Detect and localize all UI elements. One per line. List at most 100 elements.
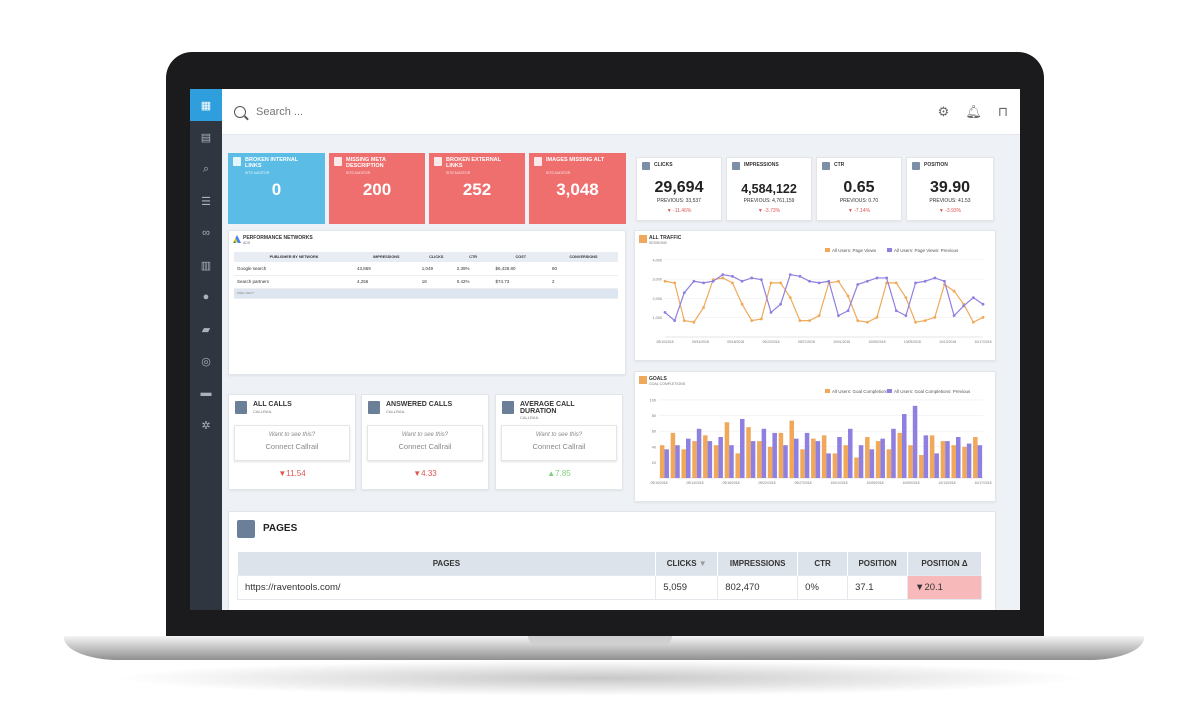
cell: 18: [418, 275, 454, 289]
search-icon[interactable]: [234, 105, 246, 118]
metric-position[interactable]: POSITION 39.90 PREVIOUS: 41.53 ▼ -3.93%: [906, 157, 994, 221]
tile-broken-external-links[interactable]: BROKEN EXTERNAL LINKS SITE AUDITOR 252: [429, 153, 525, 224]
column-header-clicks[interactable]: CLICKS ▼: [655, 552, 719, 575]
x-tick-label: 09/14/2018: [692, 340, 709, 344]
x-tick-label: 09/22/2018: [763, 340, 780, 344]
data-point: [673, 319, 677, 322]
bell-icon[interactable]: 🔔︎: [965, 103, 982, 119]
search-input[interactable]: [256, 105, 556, 118]
legend-swatch: [825, 389, 830, 393]
bar: [675, 445, 680, 478]
column-header[interactable]: PUBLISHER BY NETWORK: [234, 252, 355, 262]
data-point: [894, 281, 898, 285]
bar: [977, 445, 983, 478]
sort-down-icon[interactable]: ▼: [698, 558, 707, 568]
tile-missing-meta[interactable]: MISSING META DESCRIPTION SITE AUDITOR 20…: [329, 153, 425, 224]
column-header-position-delta[interactable]: POSITION Δ: [907, 552, 982, 575]
connect-callrail-button[interactable]: Connect Callrail: [398, 442, 452, 451]
bar: [902, 414, 907, 478]
chat-icon[interactable]: ▰: [201, 323, 211, 336]
column-header[interactable]: CLICKS: [418, 252, 454, 262]
settings-gear-icon[interactable]: ⚙: [937, 103, 950, 119]
legend-label: All Users: Goal Completions: Previous: [894, 389, 971, 394]
metric-value: 0.65: [843, 179, 875, 196]
column-header[interactable]: COST: [492, 252, 550, 262]
connect-callrail-prompt[interactable]: Want to see this? Connect Callrail: [367, 425, 483, 461]
x-tick-label: 10/09/2018: [903, 481, 920, 485]
x-tick-label: 09/10/2018: [651, 481, 668, 485]
lock-icon[interactable]: ⊓: [997, 103, 1008, 119]
connect-callrail-button[interactable]: Connect Callrail: [532, 442, 586, 451]
data-point: [914, 320, 917, 324]
link-icon[interactable]: ∞: [202, 227, 210, 239]
series-line: [664, 277, 984, 324]
bar: [956, 437, 961, 478]
document-icon[interactable]: ▤: [200, 131, 212, 144]
connect-callrail-button[interactable]: Connect Callrail: [265, 442, 319, 451]
pagination-row[interactable]: PREV NEXT: [234, 288, 618, 299]
x-tick-label: 09/18/2018: [723, 481, 740, 485]
store-icon[interactable]: ▥: [200, 259, 212, 272]
data-point: [663, 311, 667, 314]
dashboard-icon[interactable]: ▦: [190, 89, 222, 121]
bar: [789, 420, 794, 478]
search-icon[interactable]: ⌕: [202, 162, 210, 175]
column-header[interactable]: CONVERSIONS: [549, 252, 618, 262]
bar: [761, 428, 767, 478]
info-icon[interactable]: ●: [202, 291, 210, 303]
bar: [707, 441, 713, 478]
column-header-ctr[interactable]: CTR: [797, 552, 849, 575]
table-row[interactable]: https://raventools.com/ 5,059 802,470 0%…: [236, 574, 982, 600]
metric-label: CTR: [834, 162, 845, 168]
target-icon[interactable]: ◎: [201, 355, 211, 368]
metric-ctr[interactable]: CTR 0.65 PREVIOUS: 0.70 ▼ -7.14%: [816, 157, 902, 221]
column-header-pages[interactable]: PAGES: [237, 552, 657, 575]
cell-ctr: 0%: [797, 574, 849, 600]
tile-images-missing-alt[interactable]: IMAGES MISSING ALT SITE AUDITOR 3,048: [529, 153, 626, 224]
tile-value: 200: [362, 180, 392, 199]
x-tick-label: 09/27/2018: [795, 481, 812, 485]
prompt-question: Want to see this?: [268, 432, 316, 438]
metric-previous: PREVIOUS: 0.70: [839, 198, 879, 204]
column-header-impressions[interactable]: IMPRESSIONS: [717, 552, 799, 575]
y-tick-label: 20: [652, 461, 656, 465]
connect-callrail-prompt[interactable]: Want to see this? Connect Callrail: [234, 425, 350, 461]
data-point: [788, 296, 792, 300]
cell: 0.42%: [453, 275, 493, 289]
metric-clicks[interactable]: CLICKS 29,694 PREVIOUS: 33,537 ▼ -11.46%: [636, 157, 722, 221]
card-title: GOALS: [649, 376, 667, 382]
document-icon: [534, 157, 542, 166]
bar: [875, 441, 881, 478]
data-point: [865, 320, 869, 324]
cell: 43,869: [354, 262, 419, 276]
card-title: ALL CALLS: [253, 401, 292, 408]
pagination[interactable]: PREV NEXT: [234, 288, 618, 299]
series-line: [664, 274, 984, 322]
page-url[interactable]: https://raventools.com/: [236, 574, 657, 600]
connect-callrail-prompt[interactable]: Want to see this? Connect Callrail: [501, 425, 617, 461]
tile-broken-internal-links[interactable]: BROKEN INTERNAL LINKS SITE AUDITOR 0: [228, 153, 325, 224]
prompt-question: Want to see this?: [535, 432, 583, 438]
goals-bar-chart: All Users: Goal Completions All Users: Go…: [650, 389, 992, 485]
pages-table: PAGES CLICKS ▼ IMPRESSIONS CTR POSITION …: [236, 552, 982, 600]
card-icon[interactable]: ▬: [200, 387, 212, 399]
list-icon[interactable]: ☰: [201, 195, 211, 208]
callrail-icon: [235, 401, 247, 414]
data-point: [933, 315, 937, 319]
column-header-position[interactable]: POSITION: [847, 552, 909, 575]
data-point: [865, 279, 869, 283]
dashboard-content: BROKEN INTERNAL LINKS SITE AUDITOR 0 MIS…: [222, 135, 1020, 610]
tile-sub: SITE AUDITOR: [346, 171, 371, 175]
x-tick-label: 09/22/2018: [759, 481, 776, 485]
bar: [800, 449, 805, 478]
metric-label: POSITION: [924, 162, 948, 168]
bar: [718, 437, 723, 478]
goals-card: GOALS GOAL COMPLETIONS All Users: Goal C…: [634, 371, 996, 502]
column-header[interactable]: CTR: [453, 252, 493, 262]
metric-impressions[interactable]: IMPRESSIONS 4,584,122 PREVIOUS: 4,761,15…: [726, 157, 812, 221]
gear-icon[interactable]: ✲: [201, 419, 211, 432]
metric-value: 4,584,122: [741, 182, 797, 196]
data-point: [721, 273, 725, 277]
bar: [886, 449, 892, 478]
column-header[interactable]: IMPRESSIONS: [354, 252, 419, 262]
